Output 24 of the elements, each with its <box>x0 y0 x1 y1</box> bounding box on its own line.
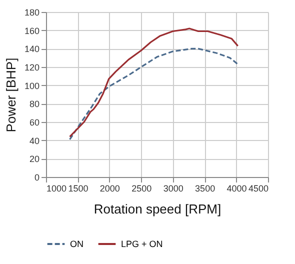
y-tick-label: 40 <box>29 136 40 146</box>
x-tick-label: 2500 <box>132 184 152 194</box>
y-tick-label: 120 <box>24 62 40 72</box>
y-axis-title: Power [BHP] <box>3 58 18 132</box>
y-tick-label: 180 <box>24 8 40 18</box>
x-tick-label: 3500 <box>195 184 216 194</box>
x-tick-label: 4500 <box>248 184 268 194</box>
x-tick-label: 3000 <box>163 184 184 194</box>
x-tick-label: 1000 <box>46 184 67 194</box>
x-axis-title: Rotation speed [RPM] <box>94 202 222 216</box>
y-tick-label: 100 <box>24 80 40 91</box>
y-tick-label: 80 <box>29 99 40 110</box>
y-tick-label: 20 <box>29 154 40 164</box>
x-tick-label: 4000 <box>226 184 247 194</box>
y-tick-label: 0 <box>34 172 40 182</box>
y-tick-label: 60 <box>29 118 40 128</box>
x-tick-label: 1500 <box>68 184 88 194</box>
legend-label: ON <box>70 239 84 249</box>
y-tick-label: 160 <box>24 26 40 36</box>
y-tick-label: 140 <box>24 44 40 54</box>
line-series <box>68 48 239 140</box>
legend-label: LPG + ON <box>121 239 163 249</box>
x-tick-label: 2000 <box>100 184 120 194</box>
line-series <box>68 28 239 138</box>
